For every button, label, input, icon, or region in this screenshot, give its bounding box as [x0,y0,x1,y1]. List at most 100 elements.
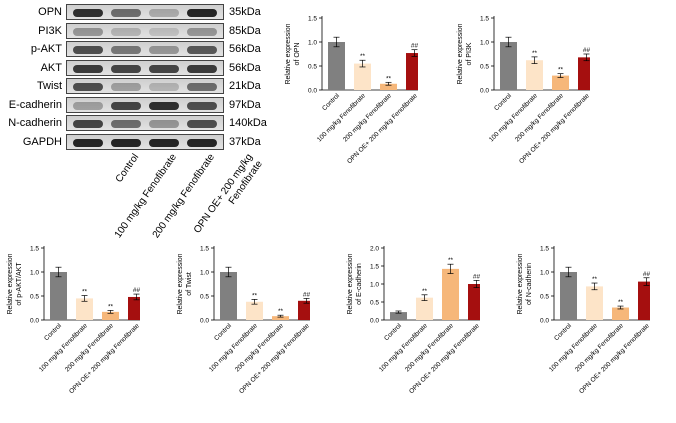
x-tick-label: Control [493,92,513,112]
protein-label: p-AKT [30,43,62,55]
bar [246,301,263,320]
y-tick-label: 1.0 [200,269,209,276]
bar [578,57,590,90]
x-tick-label: 200 mg/kg Fenofibrate [404,322,455,373]
y-axis-title: Relative expression [517,253,524,314]
blot-band [149,138,179,147]
bar [354,63,371,90]
blot-strip [66,115,224,131]
bar [612,307,629,320]
chart-opn: Relative expression of OPN 0.0 0.5 1.0 1.5 Con… [285,15,418,165]
chart-e-cadherin: Relative expression of E-cadherin 0.0 0.5 1.… [347,245,480,395]
x-tick-label: Control [213,322,233,342]
bar [390,312,407,320]
y-tick-label: 0.5 [540,293,549,300]
blot-band [187,83,217,91]
y-tick-label: 1.0 [308,39,317,46]
blot-strip [66,133,224,150]
kda-label: 35kDa [229,6,261,18]
y-tick-label: 1.0 [540,269,549,276]
bar [552,75,569,90]
x-tick-label: 100 mg/kg Fenofibrate [378,322,429,373]
blot-strip [66,22,224,39]
y-tick-label: 1.5 [540,245,549,252]
blot-strip [66,41,224,57]
kda-label: 21kDa [229,80,261,92]
blot-band [111,64,141,73]
kda-label: 85kDa [229,24,261,37]
significance-label: ## [303,291,310,298]
kda-label: 140kDa [229,117,267,129]
blot-band [149,46,179,54]
protein-label: OPN [38,6,62,18]
blot-band [111,120,141,128]
blot-band [187,101,217,110]
blot-strip [66,4,224,20]
chart-twist: Relative expression of Twist 0.0 0.5 1.0 1.5 C… [177,245,310,395]
bar [220,272,237,320]
blot-band [111,101,141,110]
significance-label: ** [386,75,392,82]
protein-label: AKT [40,61,62,74]
blot-band [111,27,141,36]
y-tick-label: 0.5 [200,293,209,300]
protein-label: E-cadherin [8,98,62,111]
y-tick-label: 0.5 [480,63,489,70]
blot-band [187,120,217,128]
y-tick-label: 0.0 [200,317,209,324]
x-tick-label: 200 mg/kg Fenofibrate [234,322,285,373]
bar [50,272,67,320]
blot-band [149,9,179,17]
kda-label: 56kDa [229,61,261,74]
kda-label: 97kDa [229,98,261,111]
blot-band [73,27,103,36]
blot-band [73,9,103,17]
x-tick-label: 200 mg/kg Fenofibrate [514,92,565,143]
bar [560,272,577,320]
bar [526,60,543,90]
bar [102,311,119,320]
significance-label: ** [252,292,258,299]
bar [298,300,310,320]
blot-band [73,46,103,54]
bar [406,53,418,90]
bar [328,42,345,90]
x-tick-label: 100 mg/kg Fenofibrate [316,92,367,143]
y-axis-title: of OPN [294,43,301,66]
significance-label: ## [411,43,418,50]
significance-label: ** [360,53,366,60]
bar [500,42,517,90]
blot-strip [66,59,224,76]
x-tick-label: 200 mg/kg Fenofibrate [574,322,625,373]
blot-band [73,138,103,147]
blot-band [73,101,103,110]
blot-band [73,64,103,73]
significance-label: ** [82,289,88,296]
y-axis-title: of E-cadherin [356,263,363,305]
lane-label: Control [113,152,142,185]
y-axis-title: of PI3K [466,42,473,65]
y-axis-title: Relative expression [285,23,292,84]
protein-label: GAPDH [22,135,62,148]
bar [638,281,650,320]
y-tick-label: 1.5 [308,15,317,22]
y-tick-label: 2.0 [370,245,379,252]
significance-label: ## [643,271,650,278]
y-tick-label: 1.0 [480,39,489,46]
blot-band [187,64,217,73]
chart-pi3k: Relative expression of PI3K 0.0 0.5 1.0 1.5 Co… [457,15,590,165]
blot-band [149,83,179,91]
bar [416,297,433,320]
significance-label: ** [532,50,538,57]
y-axis-title: Relative expression [177,253,184,314]
y-tick-label: 1.5 [200,245,209,252]
chart-n-cadherin: Relative expression of N-cadherin 0.0 0.5 1.… [517,245,650,395]
protein-label: Twist [36,80,62,92]
y-tick-label: 0.0 [370,317,379,324]
significance-label: ** [618,299,624,306]
kda-label: 56kDa [229,43,261,55]
bar [272,316,289,320]
significance-label: ** [592,276,598,283]
y-tick-label: 0.0 [308,87,317,94]
y-tick-label: 0.5 [30,293,39,300]
